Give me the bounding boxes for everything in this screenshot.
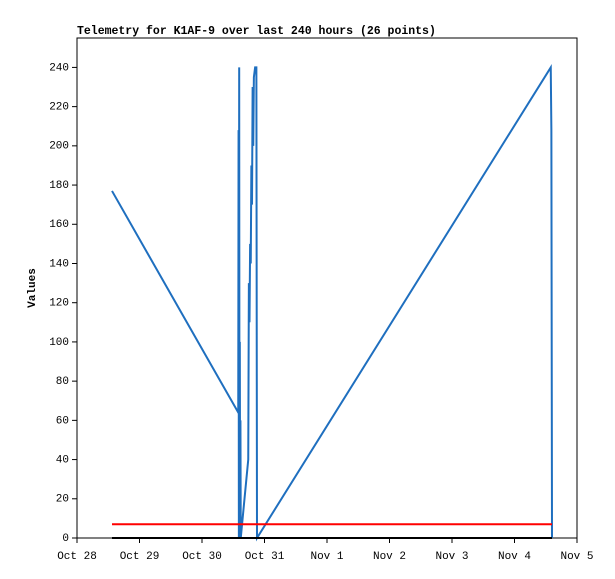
x-tick-label: Nov 2 bbox=[373, 551, 406, 563]
y-tick-label: 0 bbox=[62, 533, 69, 545]
x-tick-label: Nov 4 bbox=[498, 551, 531, 563]
y-tick-label: 120 bbox=[49, 298, 69, 310]
chart-title: Telemetry for K1AF-9 over last 240 hours… bbox=[77, 25, 436, 38]
y-tick-label: 100 bbox=[49, 337, 69, 349]
y-tick-label: 40 bbox=[56, 454, 69, 466]
x-tick-label: Oct 30 bbox=[182, 551, 222, 563]
y-tick-label: 160 bbox=[49, 219, 69, 231]
x-tick-label: Oct 29 bbox=[120, 551, 160, 563]
y-tick-label: 20 bbox=[56, 494, 69, 506]
y-tick-label: 80 bbox=[56, 376, 69, 388]
y-tick-label: 180 bbox=[49, 180, 69, 192]
y-tick-label: 220 bbox=[49, 102, 69, 114]
x-tick-label: Oct 31 bbox=[245, 551, 285, 563]
y-tick-label: 140 bbox=[49, 258, 69, 270]
x-tick-label: Nov 3 bbox=[435, 551, 468, 563]
x-tick-label: Oct 28 bbox=[57, 551, 97, 563]
y-axis-label: Values bbox=[27, 268, 39, 308]
y-tick-label: 60 bbox=[56, 415, 69, 427]
y-tick-label: 240 bbox=[49, 62, 69, 74]
x-tick-label: Nov 5 bbox=[560, 551, 593, 563]
x-tick-label: Nov 1 bbox=[310, 551, 343, 563]
y-tick-label: 200 bbox=[49, 141, 69, 153]
data-line bbox=[111, 63, 553, 542]
